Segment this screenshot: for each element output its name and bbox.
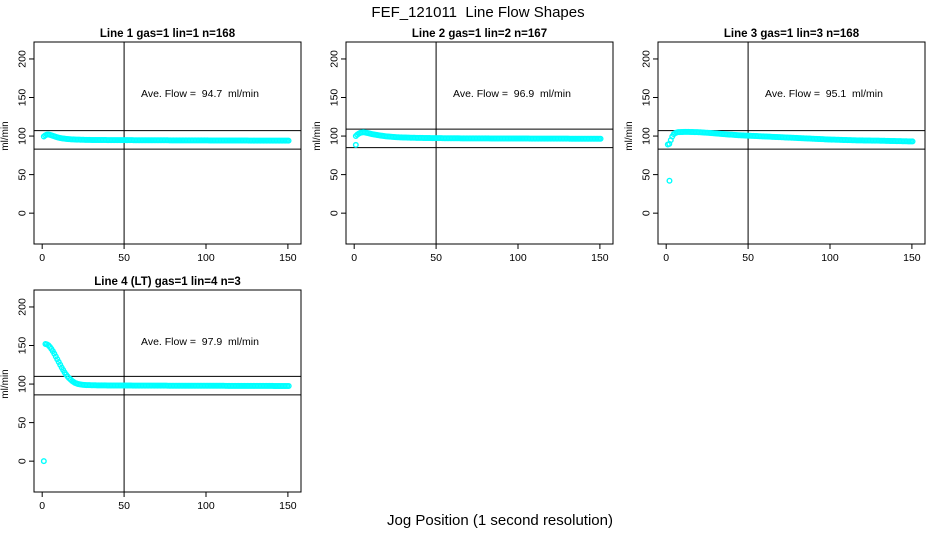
y-tick-label: 150 bbox=[17, 89, 29, 107]
ave-flow-annotation: Ave. Flow = 94.7 ml/min bbox=[141, 88, 259, 100]
x-tick-label: 100 bbox=[821, 252, 839, 264]
x-axis-ticks: 0 50 100 150 bbox=[39, 492, 297, 512]
y-tick-label: 100 bbox=[641, 127, 653, 145]
y-axis-unit-label: ml/min bbox=[0, 121, 11, 150]
subplot-canvas: 0 50 100 150 0 50 100 150 200 ml/min Line 2 gas=1 … bbox=[312, 28, 614, 264]
plot-box bbox=[33, 289, 302, 493]
plot-box bbox=[345, 41, 614, 245]
y-tick-label: 0 bbox=[17, 210, 29, 216]
x-axis-ticks: 0 50 100 150 bbox=[663, 244, 921, 264]
subplot-canvas: 0 50 100 150 0 50 100 150 200 ml/min Line 1 gas=1 … bbox=[0, 28, 302, 264]
data-points bbox=[664, 128, 916, 184]
x-tick-label: 150 bbox=[903, 252, 921, 264]
x-axis-label: Jog Position (1 second resolution) bbox=[387, 512, 613, 529]
y-tick-label: 100 bbox=[17, 127, 29, 145]
subplot-canvas: 0 50 100 150 0 50 100 150 200 ml/min Line 4 (LT) g… bbox=[0, 276, 302, 512]
plot-box bbox=[33, 41, 302, 245]
y-tick-label: 100 bbox=[329, 127, 341, 145]
y-tick-label: 200 bbox=[329, 50, 341, 68]
y-axis-unit-label: ml/min bbox=[624, 121, 635, 150]
y-axis-unit-label: ml/min bbox=[0, 369, 11, 398]
reference-lines bbox=[346, 42, 613, 244]
y-tick-label: 100 bbox=[17, 375, 29, 393]
x-tick-label: 100 bbox=[197, 252, 215, 264]
flow-point bbox=[285, 382, 292, 389]
ave-flow-annotation: Ave. Flow = 95.1 ml/min bbox=[765, 88, 883, 100]
flow-outlier-point bbox=[666, 177, 673, 184]
plots-grid: 0 50 100 150 0 50 100 150 200 ml/min Line 1 gas=1 … bbox=[0, 28, 936, 524]
x-tick-label: 50 bbox=[742, 252, 754, 264]
x-tick-label: 150 bbox=[279, 500, 297, 512]
x-tick-label: 50 bbox=[118, 252, 130, 264]
y-tick-label: 50 bbox=[17, 169, 29, 181]
y-tick-label: 150 bbox=[329, 89, 341, 107]
subplot-line-2: 0 50 100 150 0 50 100 150 200 ml/min Line 2 gas=1 … bbox=[312, 28, 624, 276]
y-tick-label: 200 bbox=[16, 50, 28, 68]
y-tick-label: 150 bbox=[641, 89, 653, 107]
flow-point bbox=[285, 137, 292, 144]
y-tick-label: 50 bbox=[17, 417, 29, 429]
y-axis-ticks: 0 50 100 150 200 bbox=[641, 50, 658, 216]
subplot-title: Line 3 gas=1 lin=3 n=168 bbox=[724, 28, 860, 40]
x-tick-label: 150 bbox=[279, 252, 297, 264]
reference-lines bbox=[34, 290, 301, 492]
x-tick-label: 0 bbox=[663, 252, 669, 264]
flow-point bbox=[597, 135, 604, 142]
y-tick-label: 0 bbox=[17, 458, 29, 464]
figure-title: FEF_121011 Line Flow Shapes bbox=[371, 4, 585, 21]
subplot-canvas: 0 50 100 150 0 50 100 150 200 ml/min Line 3 gas=1 … bbox=[624, 28, 926, 264]
y-tick-label: 200 bbox=[16, 298, 28, 316]
y-tick-label: 0 bbox=[329, 210, 341, 216]
x-tick-label: 50 bbox=[118, 500, 130, 512]
y-axis-ticks: 0 50 100 150 200 bbox=[329, 50, 346, 216]
subplot-title: Line 2 gas=1 lin=2 n=167 bbox=[412, 28, 547, 40]
y-axis-ticks: 0 50 100 150 200 bbox=[16, 298, 34, 464]
data-points bbox=[352, 129, 604, 148]
x-axis-ticks: 0 50 100 150 bbox=[39, 244, 297, 264]
y-tick-label: 50 bbox=[329, 169, 341, 181]
y-tick-label: 150 bbox=[17, 337, 29, 355]
x-tick-label: 150 bbox=[591, 252, 609, 264]
flow-outlier-point bbox=[352, 141, 359, 148]
x-tick-label: 100 bbox=[509, 252, 527, 264]
x-tick-label: 0 bbox=[351, 252, 357, 264]
y-tick-label: 0 bbox=[641, 210, 653, 216]
subplot-line-3: 0 50 100 150 0 50 100 150 200 ml/min Line 3 gas=1 … bbox=[624, 28, 936, 276]
x-tick-label: 0 bbox=[39, 252, 45, 264]
plot-box bbox=[657, 41, 926, 245]
x-tick-label: 50 bbox=[430, 252, 442, 264]
y-tick-label: 50 bbox=[641, 169, 653, 181]
y-axis-ticks: 0 50 100 150 200 bbox=[16, 50, 34, 216]
x-tick-label: 100 bbox=[197, 500, 215, 512]
subplot-line-4: 0 50 100 150 0 50 100 150 200 ml/min Line 4 (LT) g… bbox=[0, 276, 312, 524]
x-tick-label: 0 bbox=[39, 500, 45, 512]
subplot-title: Line 1 gas=1 lin=1 n=168 bbox=[100, 28, 236, 40]
x-axis-ticks: 0 50 100 150 bbox=[351, 244, 609, 264]
y-axis-unit-label: ml/min bbox=[312, 121, 323, 150]
flow-point bbox=[909, 138, 916, 145]
ave-flow-annotation: Ave. Flow = 97.9 ml/min bbox=[141, 336, 259, 348]
flow-outlier-point bbox=[40, 458, 47, 465]
data-points bbox=[40, 340, 292, 465]
y-tick-label: 200 bbox=[641, 50, 653, 68]
subplot-line-1: 0 50 100 150 0 50 100 150 200 ml/min Line 1 gas=1 … bbox=[0, 28, 312, 276]
subplot-title: Line 4 (LT) gas=1 lin=4 n=3 bbox=[94, 276, 240, 288]
ave-flow-annotation: Ave. Flow = 96.9 ml/min bbox=[453, 88, 571, 100]
data-points bbox=[40, 131, 292, 144]
